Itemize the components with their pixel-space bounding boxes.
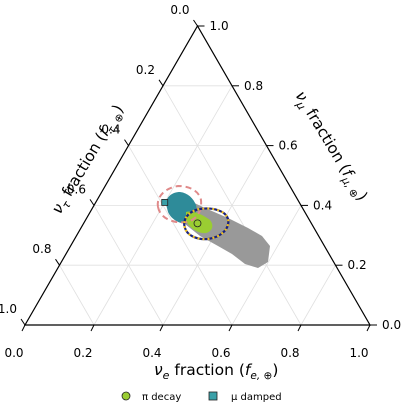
tick-label-left: 1.0 bbox=[0, 302, 17, 316]
legend-marker-pi-decay bbox=[121, 391, 131, 401]
tick-mark-bottom bbox=[21, 324, 26, 332]
tick-label-left: 0.4 bbox=[101, 123, 120, 137]
tick-mark-bottom bbox=[90, 324, 95, 332]
tick-label-right: 0.6 bbox=[279, 139, 298, 153]
left-axis-title: ντ fraction (fτ, ⊕) bbox=[48, 101, 130, 218]
tick-label-left: 0.8 bbox=[32, 242, 51, 256]
ternary-frame bbox=[23, 24, 372, 326]
tick-label-right: 0.2 bbox=[348, 258, 367, 272]
grid-line bbox=[231, 205, 302, 326]
tick-mark-left bbox=[124, 139, 129, 146]
tick-label-left: 0.2 bbox=[136, 63, 155, 77]
tick-label-bottom: 0.4 bbox=[142, 346, 161, 360]
tick-mark-left bbox=[89, 199, 95, 206]
tick-label-right: 1.0 bbox=[210, 19, 229, 33]
legend-marker-mu-damped bbox=[208, 391, 218, 401]
marker-mu-damped bbox=[161, 199, 169, 206]
triangle-outline bbox=[23, 24, 372, 326]
tick-mark-bottom bbox=[228, 324, 233, 332]
tick-mark-left bbox=[55, 258, 60, 266]
tick-label-bottom: 0.8 bbox=[280, 346, 299, 360]
tick-label-bottom: 1.0 bbox=[349, 346, 368, 360]
tick-mark-bottom bbox=[366, 324, 371, 332]
grid-line bbox=[93, 205, 164, 326]
legend-label-pi-decay: π decay bbox=[142, 392, 181, 403]
tick-label-right: 0.4 bbox=[313, 198, 332, 212]
legend: π decay μ damped bbox=[121, 391, 282, 403]
tick-label-left: 0.6 bbox=[67, 182, 86, 196]
tick-mark-bottom bbox=[159, 324, 164, 332]
marker-pi-decay bbox=[193, 219, 202, 228]
tick-labels: 0.0 0.2 0.4 0.6 0.8 1.0 0.0 0.2 0.4 0.6 0.8 1.0 0.0 0… bbox=[0, 3, 401, 360]
tick-label-right: 0.8 bbox=[244, 79, 263, 93]
tick-label-bottom: 0.6 bbox=[211, 346, 230, 360]
tick-label-left: 0.0 bbox=[170, 3, 189, 17]
right-axis-title: νμ fraction (fμ, ⊕) bbox=[289, 88, 371, 206]
tick-mark-left bbox=[20, 318, 26, 326]
tick-mark-bottom bbox=[297, 324, 302, 332]
legend-label-mu-damped: μ damped bbox=[231, 392, 282, 403]
tick-label-bottom: 0.0 bbox=[4, 346, 23, 360]
tick-mark-left bbox=[193, 19, 198, 27]
grid-line bbox=[59, 265, 95, 326]
contour-salmon bbox=[156, 184, 203, 224]
contour-yellow bbox=[183, 207, 230, 241]
data-markers bbox=[161, 199, 202, 228]
grid-line bbox=[300, 265, 336, 326]
tick-label-bottom: 0.2 bbox=[73, 346, 92, 360]
tick-label-right: 0.0 bbox=[382, 318, 401, 332]
bottom-axis-title: νe fraction (fe, ⊕) bbox=[154, 361, 278, 382]
grid-line bbox=[128, 145, 233, 326]
tick-mark-left bbox=[158, 79, 164, 87]
